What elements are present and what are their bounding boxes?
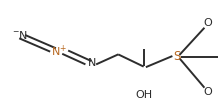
Text: O: O [203, 87, 212, 97]
Text: N$^{+}$: N$^{+}$ [51, 43, 67, 59]
Text: $^{-}$N: $^{-}$N [12, 29, 28, 41]
Text: O: O [203, 18, 212, 28]
Text: S: S [173, 50, 181, 63]
Text: N: N [88, 58, 96, 68]
Text: OH: OH [135, 90, 152, 100]
